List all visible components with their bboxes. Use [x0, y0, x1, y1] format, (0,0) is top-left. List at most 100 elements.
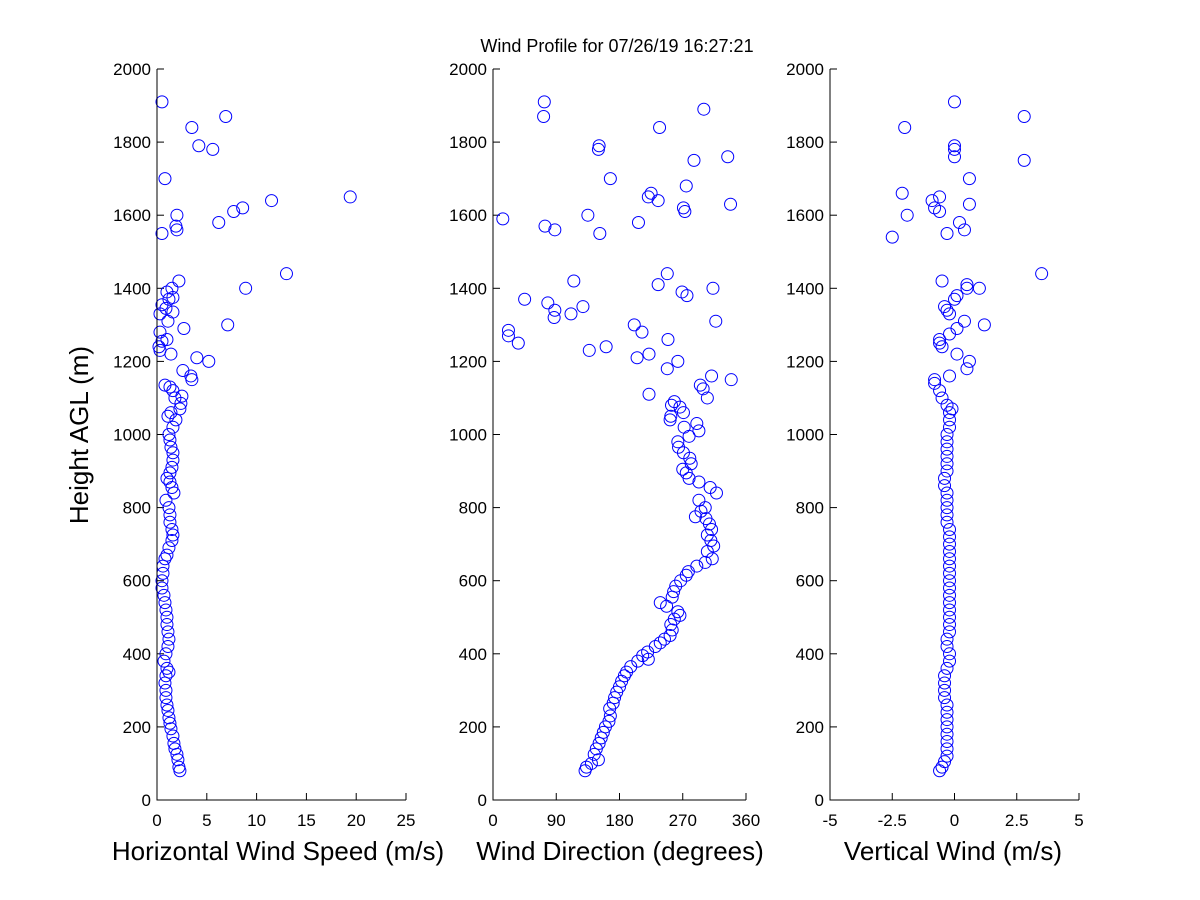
- panel-direction-data-point: [581, 208, 595, 222]
- panel-speed-data-point: [170, 208, 184, 222]
- panel-direction-data-point: [642, 347, 656, 361]
- panel-direction-data-point: [617, 669, 631, 683]
- panel-vertical-data-point: [933, 190, 947, 204]
- panel-vertical-data-point: [928, 376, 942, 390]
- panel-vertical-data-point: [938, 683, 952, 697]
- panel-speed-data-point: [185, 120, 199, 134]
- panel-vertical-data-point: [940, 457, 954, 471]
- panel-direction-data-point: [541, 296, 555, 310]
- panel-direction-data-point: [694, 504, 708, 518]
- panel-direction-data-point: [592, 139, 606, 153]
- panel-speed-data-point: [236, 201, 250, 215]
- panel-speed-data-point: [172, 274, 186, 288]
- panel-speed-data-point: [202, 354, 216, 368]
- panel-speed-data-point: [160, 285, 174, 299]
- panel-direction-data-point: [679, 568, 693, 582]
- panel-vertical-data-point: [943, 523, 957, 537]
- panel-vertical-data-point: [940, 464, 954, 478]
- panel-direction-data-point: [698, 555, 712, 569]
- panel-direction-data-point: [724, 373, 738, 387]
- panel-direction-data-point: [705, 552, 719, 566]
- panel-vertical-y-tick-label: 1000: [786, 426, 824, 445]
- panel-speed-data-point: [173, 402, 187, 416]
- panel-direction-data-point: [582, 343, 596, 357]
- panel-speed-x-tick-label: 15: [297, 811, 316, 830]
- panel-vertical-data-point: [960, 278, 974, 292]
- panel-direction-data-point: [700, 391, 714, 405]
- panel-vertical-data-point: [1035, 267, 1049, 281]
- panel-direction-ticks: 0 200 400 600 800 1000 1200 1400 1600 1800 2000 0 90…: [449, 60, 760, 830]
- panel-direction-data-point: [676, 201, 690, 215]
- panel-speed-data-point: [162, 428, 176, 441]
- panel-speed-y-tick-label: 0: [142, 791, 151, 810]
- panel-direction-y-tick-label: 600: [459, 572, 487, 591]
- panel-speed-data-point: [162, 541, 176, 555]
- panel-direction-data-point: [596, 725, 610, 739]
- panel-vertical-data-point: [1017, 110, 1031, 124]
- panel-vertical-axes: [829, 69, 1079, 801]
- panel-vertical-data-point: [940, 632, 954, 646]
- panel-vertical-data-point: [962, 197, 976, 211]
- panel-vertical-data-point: [943, 406, 957, 420]
- panel-vertical-data-point: [940, 749, 954, 763]
- panel-direction-data-point: [687, 153, 701, 167]
- panel-speed-y-tick-label: 1200: [113, 352, 151, 371]
- panel-direction-y-tick-label: 800: [459, 499, 487, 518]
- panel-direction-data-point: [651, 278, 665, 292]
- panel-speed-data-point: [279, 267, 293, 281]
- panel-speed-x-tick-label: 0: [152, 811, 161, 830]
- panel-speed-data-point: [158, 172, 172, 186]
- panel-speed-data-point: [153, 325, 167, 339]
- panel-vertical-data-point: [940, 742, 954, 756]
- panel-direction: 0 200 400 600 800 1000 1200 1400 1600 1800 2000 0 90…: [449, 60, 764, 866]
- panel-speed-data-point: [184, 369, 198, 383]
- panel-direction-data-point: [608, 691, 622, 705]
- panel-vertical-data-point: [885, 230, 899, 244]
- panel-vertical-data-point: [940, 508, 954, 522]
- panel-direction-data-point: [693, 378, 707, 392]
- panel-vertical-data-point: [940, 735, 954, 749]
- panel-speed-data-point: [158, 596, 172, 610]
- panel-vertical-data-point: [938, 471, 952, 485]
- panel-vertical-data-point: [943, 307, 957, 321]
- panel-vertical-y-tick-label: 400: [796, 645, 824, 664]
- panel-vertical-data-point: [940, 398, 954, 412]
- panel-speed-data-point: [219, 110, 233, 124]
- panel-vertical-y-tick-label: 200: [796, 718, 824, 737]
- panel-vertical-data-point: [950, 289, 964, 303]
- panel-vertical-data-point: [1017, 153, 1031, 167]
- panel-vertical-data-point: [948, 139, 961, 153]
- panel-vertical-data-point: [943, 369, 957, 383]
- panel-speed-data-point: [165, 533, 179, 547]
- panel-vertical-data-point: [933, 332, 947, 346]
- panel-speed-data-point: [161, 703, 175, 717]
- panel-vertical-data-point: [940, 661, 954, 675]
- panel-speed-data-point: [165, 281, 179, 295]
- panel-direction-data-point: [496, 212, 510, 226]
- panel-direction-x-tick-label: 360: [732, 811, 760, 830]
- panel-vertical-x-tick-label: 5: [1074, 811, 1083, 830]
- panel-speed-data-point: [163, 515, 177, 529]
- panel-vertical-data-point: [943, 654, 957, 668]
- panel-vertical-data-point: [948, 142, 961, 156]
- panel-speed-y-tick-label: 1000: [113, 426, 151, 445]
- panel-speed-y-tick-label: 600: [123, 572, 151, 591]
- panel-vertical-data-point: [935, 340, 949, 354]
- panel-direction-data-point: [653, 596, 667, 610]
- panel-vertical-data-point: [943, 559, 957, 573]
- panel-vertical-y-tick-label: 600: [796, 572, 824, 591]
- panel-speed-data-point: [159, 691, 173, 705]
- panel-direction-data-point: [721, 150, 735, 164]
- panel-direction-x-tick-label: 0: [488, 811, 497, 830]
- panel-direction-data-point: [671, 435, 685, 449]
- panel-vertical-data-point: [895, 186, 909, 200]
- panel-direction-y-tick-label: 200: [459, 718, 487, 737]
- panel-speed-y-tick-label: 400: [123, 645, 151, 664]
- panel-direction-data-point: [627, 318, 641, 332]
- panel-speed-y-tick-label: 1600: [113, 206, 151, 225]
- panel-vertical-data-point: [943, 566, 957, 580]
- panel-direction-data-point: [705, 523, 719, 537]
- panel-speed-data-point: [155, 574, 169, 588]
- panel-direction-data-point: [538, 219, 552, 233]
